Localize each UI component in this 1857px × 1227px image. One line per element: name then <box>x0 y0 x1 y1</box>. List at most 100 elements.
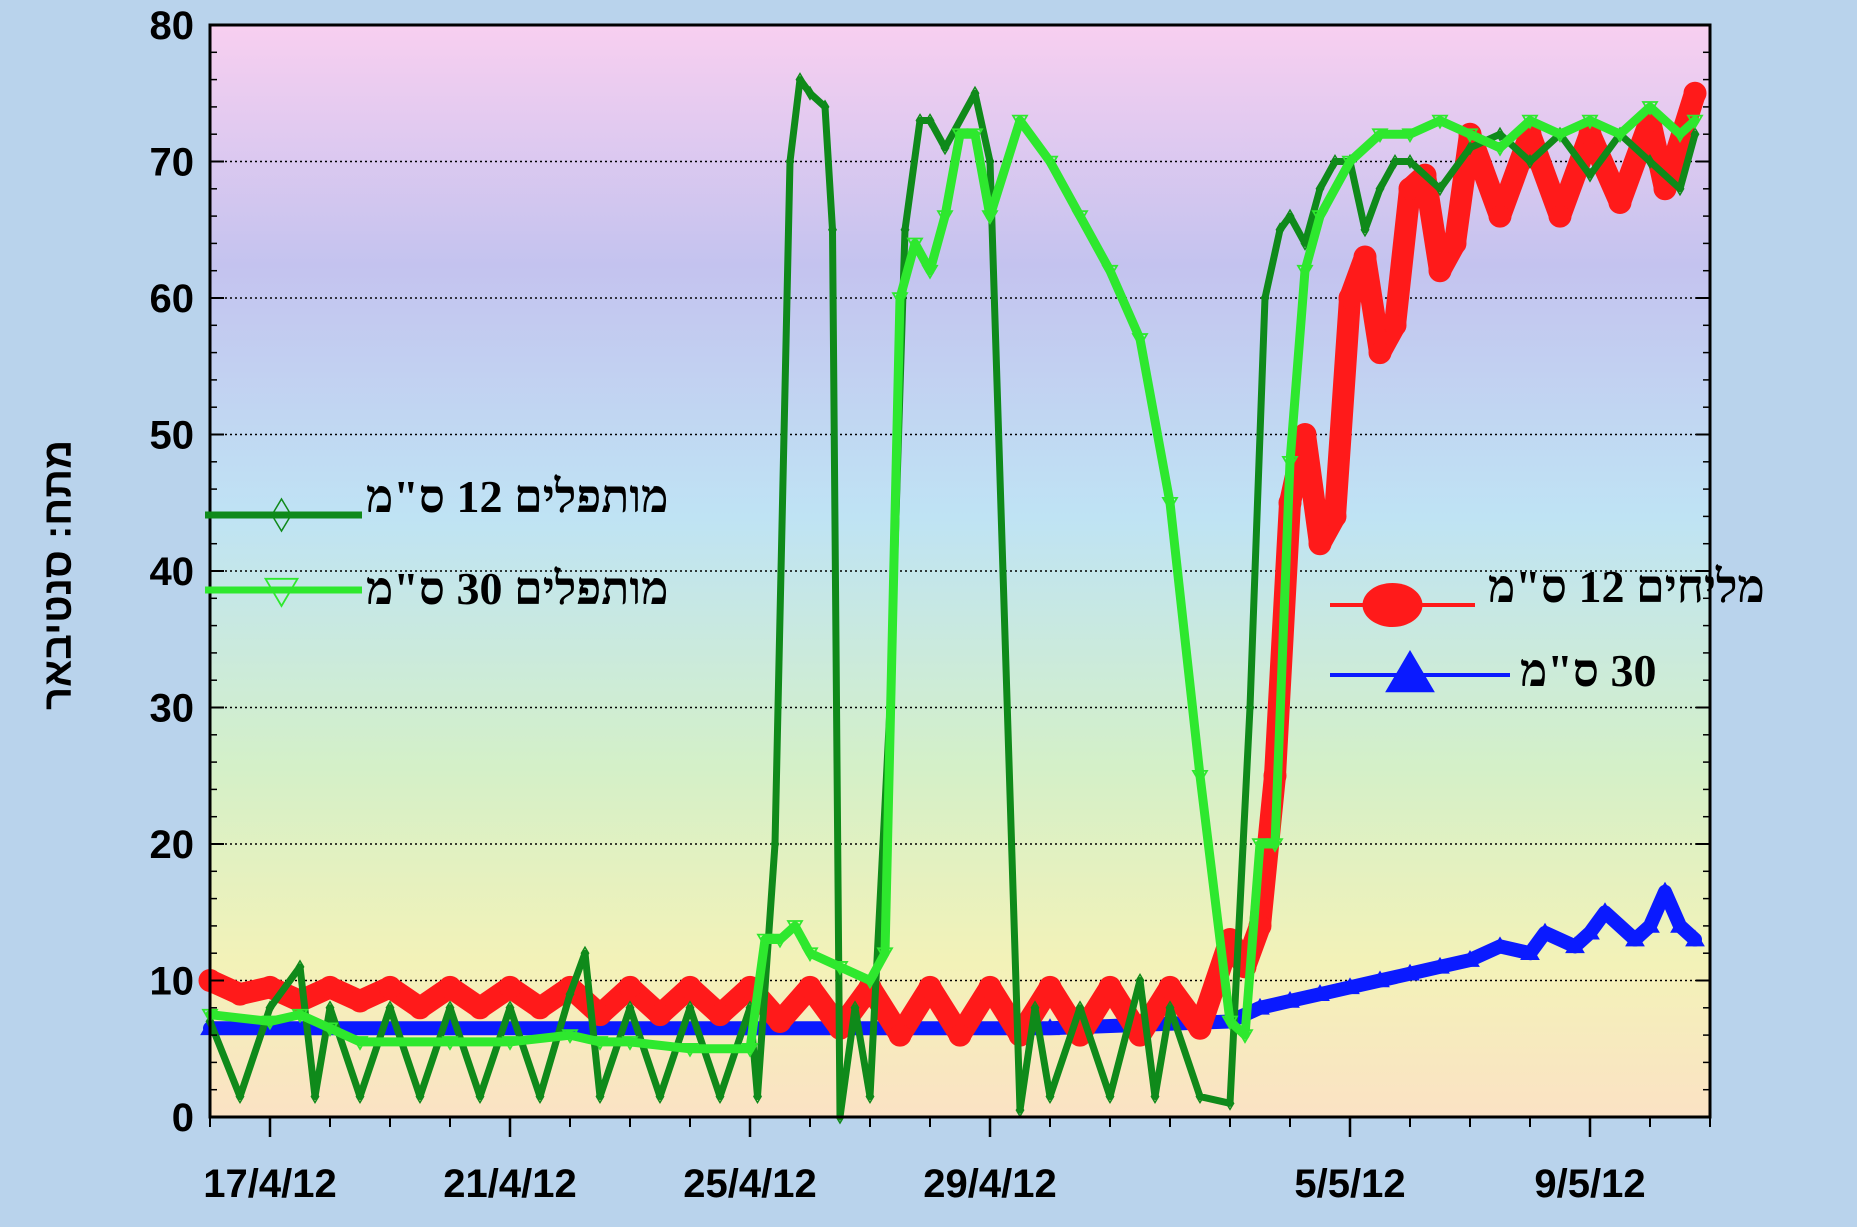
legend-marker-1 <box>263 577 300 608</box>
x-tick-label-4: 5/5/12 <box>1294 1162 1405 1206</box>
y-tick-label-0: 0 <box>172 1096 194 1140</box>
series-2-point-17 <box>708 1003 732 1027</box>
series-0-point-16 <box>625 1000 635 1016</box>
series-3-point-10 <box>1400 963 1420 981</box>
legend-label-series-0: מותפלים 12 ס"מ <box>366 471 669 522</box>
series-layer <box>198 72 1707 1125</box>
series-0-point-43 <box>1135 973 1145 988</box>
series-0-point-41 <box>1075 1000 1085 1016</box>
series-1-point-18 <box>876 947 894 962</box>
series-1-point-27 <box>1041 155 1059 171</box>
series-0-point-2 <box>265 1000 275 1016</box>
series-1-point-15 <box>801 947 819 962</box>
series-0-point-28 <box>835 1109 845 1125</box>
series-line-0 <box>206 76 1699 1121</box>
series-2-point-9 <box>468 996 492 1020</box>
series-2-point-55 <box>1608 190 1632 214</box>
series-0-point-4 <box>310 1089 320 1104</box>
series-2-point-24 <box>918 975 942 999</box>
series-2-point-30 <box>1098 975 1122 999</box>
series-1-point-37 <box>1281 456 1299 471</box>
series-1-point-43 <box>1431 114 1449 130</box>
series-2-point-42 <box>1338 286 1362 310</box>
series-1-point-13 <box>771 933 789 949</box>
series-1-point-39 <box>1311 210 1329 225</box>
series-0-point-57 <box>1375 181 1385 197</box>
legend-swatch-1 <box>205 577 362 608</box>
series-2-point-44 <box>1368 341 1392 365</box>
series-0-point-5 <box>325 1000 335 1016</box>
series-1-point-1 <box>261 1015 279 1031</box>
series-0-point-11 <box>505 1000 515 1016</box>
series-0-point-36 <box>970 85 980 101</box>
series-1-point-23 <box>951 128 969 143</box>
series-0-point-19 <box>715 1089 725 1104</box>
series-3-point-15 <box>1535 922 1555 940</box>
series-0-point-47 <box>1225 1095 1235 1111</box>
legend-lines <box>205 497 1510 693</box>
series-0-point-51 <box>1285 208 1295 224</box>
series-2-point-45 <box>1383 313 1407 337</box>
series-2-point-51 <box>1488 204 1512 228</box>
series-0-point-44 <box>1150 1089 1160 1104</box>
series-1-point-28 <box>1071 210 1089 225</box>
series-1-point-45 <box>1491 142 1509 157</box>
legend-label-series-2: מליחים 12 ס"מ <box>1488 561 1765 612</box>
series-1-point-17 <box>861 974 879 990</box>
series-1-point-40 <box>1341 155 1359 171</box>
series-0-point-7 <box>385 1000 395 1016</box>
series-2-point-28 <box>1038 975 1062 999</box>
series-3-point-6 <box>1280 990 1300 1008</box>
legend-marker-0 <box>271 497 292 533</box>
series-0-point-17 <box>655 1089 665 1104</box>
y-tick-label-10: 10 <box>150 960 195 1004</box>
series-0-point-22 <box>770 836 780 852</box>
series-0-point-30 <box>865 1089 875 1104</box>
series-0-point-13 <box>565 986 575 1002</box>
series-0-point-15 <box>595 1089 605 1104</box>
series-0-point-42 <box>1105 1089 1115 1104</box>
series-1-point-21 <box>921 264 939 280</box>
series-0-point-67 <box>1645 154 1655 169</box>
series-1-point-49 <box>1611 128 1629 143</box>
series-1-point-51 <box>1671 128 1689 143</box>
series-1-point-47 <box>1551 128 1569 143</box>
legend-swatch-0 <box>205 497 362 533</box>
series-3-point-9 <box>1370 970 1390 988</box>
series-2-point-4 <box>318 975 342 999</box>
series-1-point-42 <box>1401 128 1419 143</box>
series-0-point-65 <box>1585 167 1595 183</box>
series-3-point-8 <box>1340 977 1360 995</box>
series-3-point-16 <box>1565 936 1585 954</box>
series-0-point-62 <box>1495 126 1505 142</box>
y-axis-label: מתח: סנטיבאר <box>35 439 80 711</box>
series-3-point-11 <box>1430 956 1450 974</box>
series-0-point-63 <box>1525 154 1535 169</box>
series-0-point-46 <box>1195 1089 1205 1104</box>
series-2-point-58 <box>1683 81 1707 105</box>
series-3-point-12 <box>1460 950 1480 967</box>
series-1-point-35 <box>1251 838 1269 853</box>
series-0-point-25 <box>805 85 815 101</box>
series-3-point-20 <box>1640 915 1660 933</box>
series-0-point-8 <box>415 1089 425 1104</box>
series-1 <box>201 101 1704 1058</box>
series-0-point-12 <box>535 1089 545 1104</box>
series-3-point-13 <box>1490 936 1510 954</box>
series-2-point-15 <box>648 1003 672 1027</box>
series-2-point-25 <box>948 1023 972 1047</box>
series-1-point-16 <box>831 961 849 976</box>
series-1-point-30 <box>1131 333 1149 348</box>
series-3-point-18 <box>1595 902 1615 920</box>
series-1-point-31 <box>1161 496 1179 512</box>
series-0-point-34 <box>925 113 935 129</box>
series-1-point-22 <box>936 210 954 225</box>
series-0-point-21 <box>753 1089 762 1104</box>
series-0-point-54 <box>1330 154 1340 169</box>
series-0-point-24 <box>795 72 805 88</box>
series-2-point-16 <box>678 975 702 999</box>
series-0-point-3 <box>295 959 305 975</box>
series-2-point-40 <box>1308 532 1332 556</box>
series-2-point-39 <box>1293 423 1317 446</box>
series-2-point-48 <box>1428 259 1452 283</box>
